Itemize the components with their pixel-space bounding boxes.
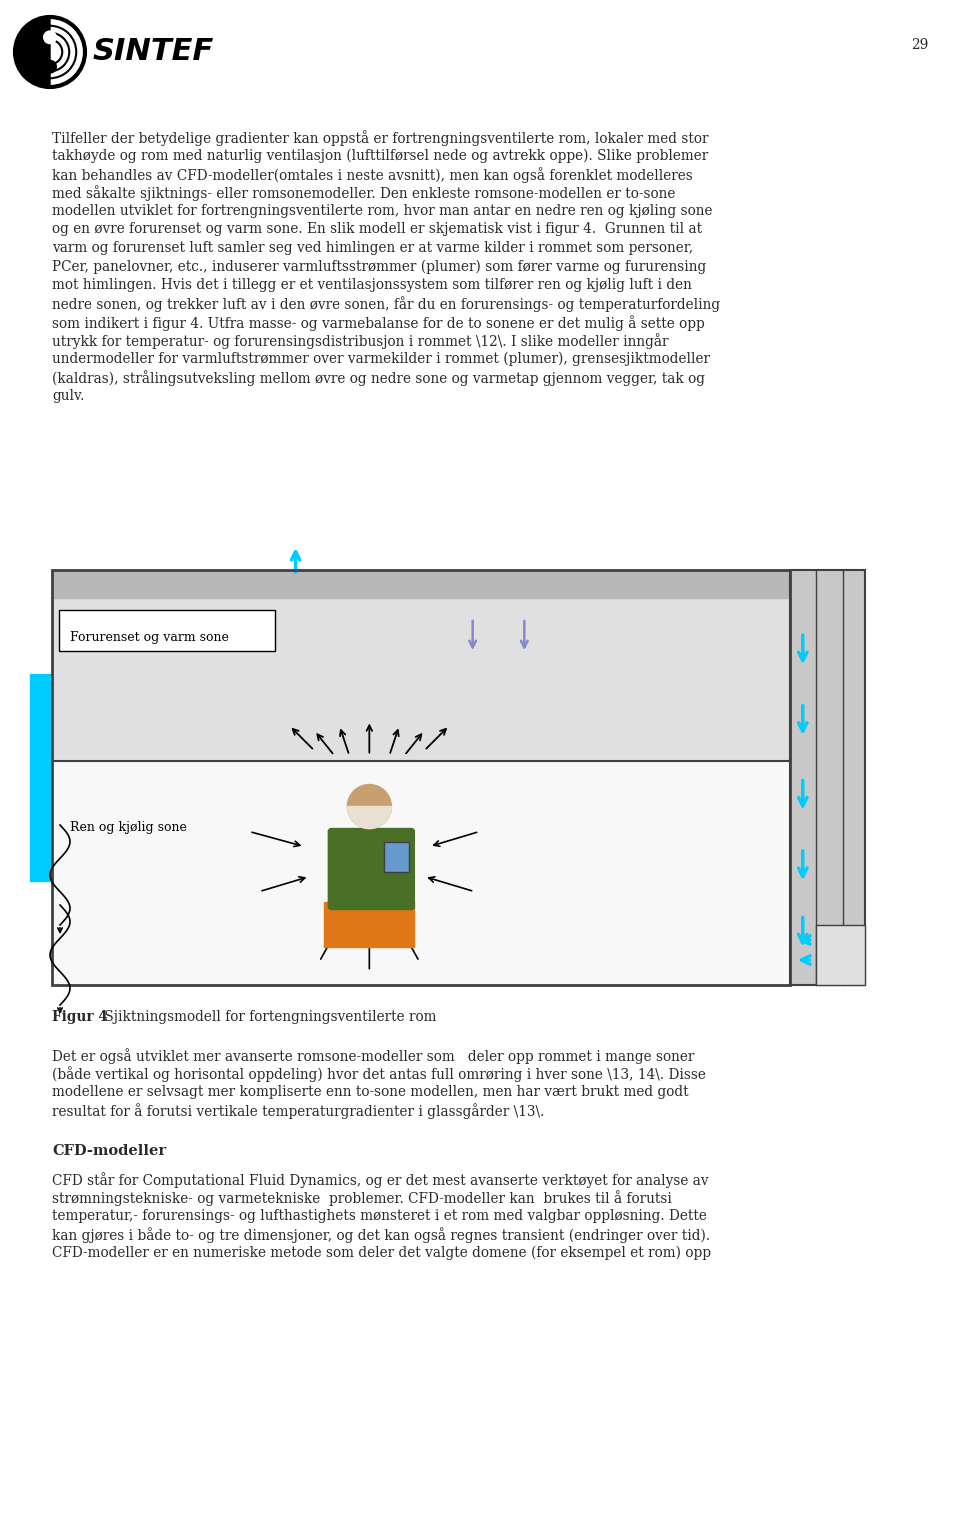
Text: (kaldras), strålingsutveksling mellom øvre og nedre sone og varmetap gjennom veg: (kaldras), strålingsutveksling mellom øv…	[52, 370, 705, 386]
Text: resultat for å forutsi vertikale temperaturgradienter i glassgårder \13\.: resultat for å forutsi vertikale tempera…	[52, 1104, 544, 1119]
Circle shape	[44, 31, 57, 43]
Text: kan behandles av CFD-modeller(omtales i neste avsnitt), men kan også forenklet m: kan behandles av CFD-modeller(omtales i …	[52, 168, 693, 183]
Text: Forurenset og varm sone: Forurenset og varm sone	[70, 632, 228, 644]
Text: Tilfeller der betydelige gradienter kan oppstå er fortrengningsventilerte rom, l: Tilfeller der betydelige gradienter kan …	[52, 131, 708, 146]
Wedge shape	[16, 18, 50, 86]
Text: takhøyde og rom med naturlig ventilasjon (lufttilførsel nede og avtrekk oppe). S: takhøyde og rom med naturlig ventilasjon…	[52, 149, 708, 163]
Circle shape	[44, 60, 57, 72]
Text: Figur 4: Figur 4	[52, 1010, 108, 1024]
FancyBboxPatch shape	[59, 610, 275, 652]
Bar	[816, 925, 865, 985]
Wedge shape	[348, 807, 392, 828]
Text: PCer, panelovner, etc., induserer varmluftsstrømmer (plumer) som fører varme og : PCer, panelovner, etc., induserer varmlu…	[52, 260, 707, 274]
Text: Sjiktningsmodell for fortengningsventilerte rom: Sjiktningsmodell for fortengningsventile…	[100, 1010, 437, 1024]
Text: modellen utviklet for fortrengningsventilerte rom, hvor man antar en nedre ren o: modellen utviklet for fortrengningsventi…	[52, 204, 712, 218]
Text: varm og forurenset luft samler seg ved himlingen er at varme kilder i rommet som: varm og forurenset luft samler seg ved h…	[52, 241, 693, 255]
Text: Ren og kjølig sone: Ren og kjølig sone	[70, 821, 187, 833]
Text: CFD-modeller er en numeriske metode som deler det valgte domene (for eksempel et: CFD-modeller er en numeriske metode som …	[52, 1247, 711, 1260]
Bar	[790, 570, 865, 985]
Text: modellene er selvsagt mer kompliserte enn to-sone modellen, men har vært brukt m: modellene er selvsagt mer kompliserte en…	[52, 1085, 688, 1099]
Bar	[30, 673, 52, 881]
Text: som indikert i figur 4. Utfra masse- og varmebalanse for de to sonene er det mul: som indikert i figur 4. Utfra masse- og …	[52, 315, 705, 330]
Text: og en øvre forurenset og varm sone. En slik modell er skjematisk vist i figur 4.: og en øvre forurenset og varm sone. En s…	[52, 223, 702, 237]
Text: gulv.: gulv.	[52, 389, 84, 403]
Text: utrykk for temperatur- og forurensingsdistribusjon i rommet \12\. I slike modell: utrykk for temperatur- og forurensingsdi…	[52, 334, 668, 349]
Bar	[52, 598, 790, 761]
Text: CFD står for Computational Fluid Dynamics, og er det mest avanserte verktøyet fo: CFD står for Computational Fluid Dynamic…	[52, 1173, 708, 1188]
FancyBboxPatch shape	[328, 828, 415, 910]
Text: mot himlingen. Hvis det i tillegg er et ventilasjonssystem som tilfører ren og k: mot himlingen. Hvis det i tillegg er et …	[52, 278, 692, 292]
Bar	[52, 761, 790, 985]
Text: kan gjøres i både to- og tre dimensjoner, og det kan også regnes transient (endr: kan gjøres i både to- og tre dimensjoner…	[52, 1228, 710, 1243]
Bar	[52, 570, 790, 598]
Bar	[52, 570, 790, 985]
Text: SINTEF: SINTEF	[93, 37, 214, 66]
Text: Det er også utviklet mer avanserte romsone-modeller som   deler opp rommet i man: Det er også utviklet mer avanserte romso…	[52, 1048, 694, 1064]
Text: nedre sonen, og trekker luft av i den øvre sonen, får du en forurensings- og tem: nedre sonen, og trekker luft av i den øv…	[52, 297, 720, 312]
Bar	[384, 842, 409, 871]
Bar	[324, 902, 415, 947]
Text: 29: 29	[911, 38, 928, 52]
Text: strømningstekniske- og varmetekniske  problemer. CFD-modeller kan  brukes til å : strømningstekniske- og varmetekniske pro…	[52, 1191, 672, 1207]
Text: CFD-modeller: CFD-modeller	[52, 1144, 166, 1157]
Text: temperatur,- forurensings- og lufthastighets mønsteret i et rom med valgbar oppl: temperatur,- forurensings- og lufthastig…	[52, 1210, 707, 1223]
Text: med såkalte sjiktnings- eller romsonemodeller. Den enkleste romsone-modellen er : med såkalte sjiktnings- eller romsonemod…	[52, 186, 676, 201]
Text: undermodeller for varmluftstrømmer over varmekilder i rommet (plumer), grensesji: undermodeller for varmluftstrømmer over …	[52, 352, 710, 366]
Text: (både vertikal og horisontal oppdeling) hvor det antas full omrøring i hver sone: (både vertikal og horisontal oppdeling) …	[52, 1067, 706, 1082]
Circle shape	[348, 784, 392, 828]
